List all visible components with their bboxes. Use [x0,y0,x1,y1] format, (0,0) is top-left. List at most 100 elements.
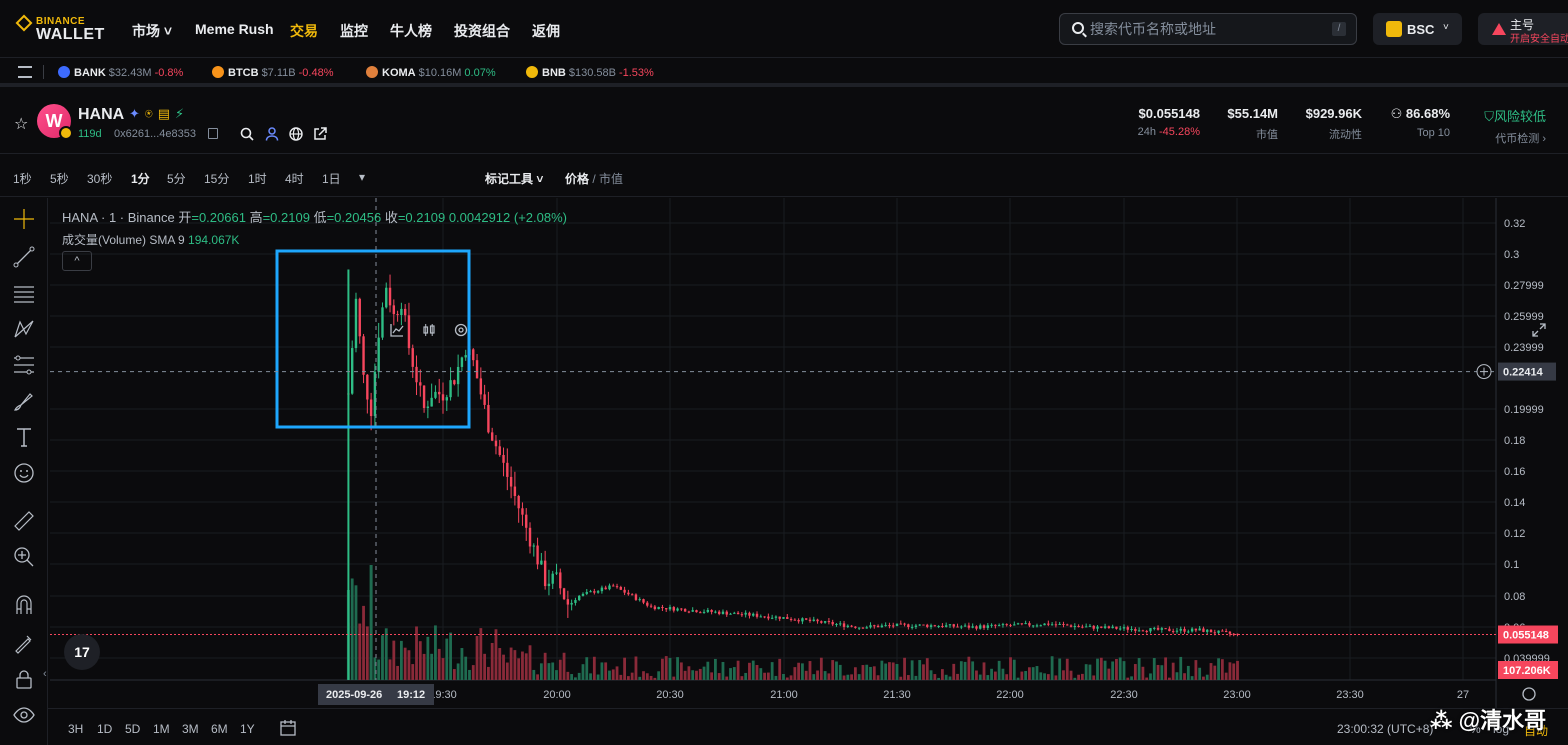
nav-leaderboard[interactable]: 牛人榜 [390,23,432,39]
indicators-icon[interactable] [390,323,404,337]
ticker-item-bank[interactable]: BANK $32.43M -0.8% [58,66,183,79]
nav-trade[interactable]: 交易 [290,23,318,39]
lock-icon[interactable] [13,668,35,690]
settings-gear-icon[interactable] [454,323,468,337]
fib-icon[interactable] [13,354,35,376]
candle-body [1096,626,1099,629]
horizontal-lines-icon[interactable] [13,282,35,304]
last-price-tag [1498,625,1558,644]
marker-tools-button[interactable]: 标记工具 ˅ [485,170,543,187]
candle-body [736,612,740,615]
nav-market[interactable]: 市场 ˅ [132,23,173,39]
ruler-icon[interactable] [13,510,35,532]
trend-line-icon[interactable] [13,246,35,268]
ticker-mcap: $32.43M [108,67,152,79]
candle-body [377,337,380,372]
ticker-item-koma[interactable]: KOMA $10.16M 0.07% [366,66,496,79]
volume-bar [426,636,430,680]
range-1d[interactable]: 1D [97,722,113,736]
candle-body [1187,631,1190,633]
interval-1h[interactable]: 1时 [248,172,267,186]
candle-body [559,572,562,589]
candle-body [642,599,645,603]
brush-icon[interactable] [13,390,35,412]
volume-bar [502,654,505,680]
log-toggle[interactable]: log [1493,722,1510,736]
range-1y[interactable]: 1Y [240,722,255,736]
chain-selector[interactable]: BSC ˅ [1373,13,1462,45]
auto-toggle[interactable]: 自动 [1524,724,1549,738]
interval-5s[interactable]: 5秒 [50,172,69,186]
tradingview-logo[interactable]: 17 [64,634,100,670]
collapse-toolbar-icon[interactable]: ‹ [43,668,47,680]
search-input[interactable] [1090,20,1320,38]
candle-body [612,585,615,587]
volume-bar [1107,668,1111,680]
volume-bar [460,648,464,680]
candle-body [441,394,445,401]
ticker-mcap: $7.11B [261,67,296,79]
price-mcap-toggle[interactable]: 价格 / 市值 [565,172,624,186]
range-5d[interactable]: 5D [125,722,141,736]
range-3h[interactable]: 3H [68,722,84,736]
account-button[interactable]: 主号 开启安全自动 [1478,13,1568,45]
crosshair-icon[interactable] [13,208,35,230]
candle-body [1043,623,1046,626]
pattern-icon[interactable] [13,318,35,340]
interval-1s[interactable]: 1秒 [13,172,32,186]
date-range-icon[interactable] [280,719,298,737]
interval-4h[interactable]: 4时 [285,172,304,186]
interval-1m[interactable]: 1分 [131,172,150,186]
copy-icon[interactable] [208,128,218,139]
candle-body [1100,626,1103,628]
globe-icon[interactable] [289,127,303,141]
risk-check[interactable]: ⛉风险较低 代币检测 › [1466,106,1546,146]
magnet-icon[interactable] [13,594,35,616]
ticker-item-bnb[interactable]: BNB $130.58B -1.53% [526,66,654,79]
binance-wallet-logo[interactable]: BINANCE WALLET [15,14,110,46]
nav-monitor[interactable]: 监控 [340,23,368,39]
eye-icon[interactable] [13,704,35,726]
candle-body [873,625,876,627]
volume-bar [418,641,422,680]
lock-drawing-icon[interactable] [13,632,35,654]
volume-bar [982,662,986,680]
search-token-icon[interactable] [240,127,254,141]
zoom-in-icon[interactable] [13,546,35,568]
text-icon[interactable] [13,426,35,448]
volume-bar [384,628,388,680]
candle-type-icon[interactable] [422,323,436,337]
range-3m[interactable]: 3M [182,722,199,736]
search-box[interactable]: / [1059,13,1357,45]
range-1m[interactable]: 1M [153,722,170,736]
ticker-item-btcb[interactable]: BTCB $7.11B -0.48% [212,66,333,79]
filter-icon[interactable] [18,66,32,78]
emoji-icon[interactable] [13,462,35,484]
candle-body [918,624,921,626]
drawing-toolbar: ‹ [0,198,48,745]
nav-meme-rush[interactable]: Meme Rush [195,21,274,37]
nav-portfolio[interactable]: 投资组合 [454,23,510,39]
interval-more-chevron-icon[interactable]: ▾ [359,170,366,184]
candle-body [831,622,834,625]
interval-5m[interactable]: 5分 [167,172,186,186]
holder-icon[interactable] [265,127,279,141]
fullscreen-icon[interactable] [1532,323,1546,337]
collapse-legend-button[interactable]: ^ [62,251,92,271]
candle-body [396,314,399,316]
volume-bar [581,664,585,680]
candle-body [589,591,592,593]
share-icon[interactable] [313,127,327,141]
interval-30s[interactable]: 30秒 [87,172,113,186]
interval-15m[interactable]: 15分 [204,172,230,186]
range-6m[interactable]: 6M [211,722,228,736]
interval-1d[interactable]: 1日 [322,172,341,186]
candle-body [1103,626,1107,628]
percent-toggle[interactable]: % [1470,722,1481,736]
candle-body [513,486,517,496]
star-icon[interactable]: ☆ [14,116,29,133]
volume-bar [1126,677,1130,680]
candle-body [1092,625,1095,629]
nav-rebate[interactable]: 返佣 [532,23,560,39]
